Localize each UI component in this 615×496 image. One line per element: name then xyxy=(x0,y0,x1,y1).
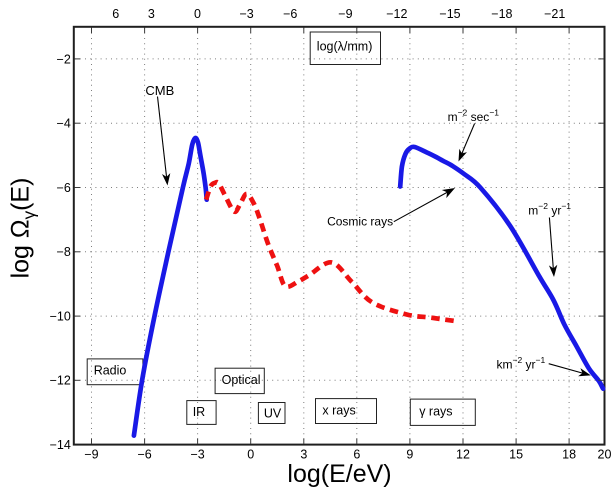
svg-text:−9: −9 xyxy=(338,7,352,21)
svg-text:−10: −10 xyxy=(50,310,71,324)
svg-text:9: 9 xyxy=(406,448,413,462)
svg-text:−4: −4 xyxy=(57,117,71,131)
svg-text:−3: −3 xyxy=(190,448,204,462)
svg-text:3: 3 xyxy=(148,7,155,21)
svg-text:3: 3 xyxy=(300,448,307,462)
svg-text:−12: −12 xyxy=(50,374,71,388)
svg-text:log(E/eV): log(E/eV) xyxy=(287,460,391,488)
svg-text:20: 20 xyxy=(598,448,612,462)
svg-text:6: 6 xyxy=(112,7,119,21)
svg-text:−6: −6 xyxy=(57,181,71,195)
svg-text:−12: −12 xyxy=(386,7,407,21)
svg-text:x rays: x rays xyxy=(322,404,355,418)
svg-text:−2: −2 xyxy=(57,52,71,66)
svg-text:−8: −8 xyxy=(57,245,71,259)
svg-text:0: 0 xyxy=(247,448,254,462)
svg-text:0: 0 xyxy=(194,7,201,21)
svg-text:γ rays: γ rays xyxy=(419,405,452,419)
svg-text:−18: −18 xyxy=(491,7,512,21)
svg-text:Optical: Optical xyxy=(222,373,261,387)
svg-text:CMB: CMB xyxy=(145,83,174,98)
svg-text:Cosmic rays: Cosmic rays xyxy=(327,215,393,229)
svg-text:12: 12 xyxy=(456,448,470,462)
svg-text:−15: −15 xyxy=(439,7,460,21)
svg-text:Radio: Radio xyxy=(94,364,127,378)
svg-text:log(λ/mm): log(λ/mm) xyxy=(317,40,373,54)
svg-text:−6: −6 xyxy=(283,7,297,21)
svg-text:−9: −9 xyxy=(84,448,98,462)
svg-text:−6: −6 xyxy=(137,448,151,462)
svg-text:−14: −14 xyxy=(50,438,71,452)
svg-text:IR: IR xyxy=(193,405,206,419)
svg-text:UV: UV xyxy=(264,407,282,421)
svg-text:18: 18 xyxy=(562,448,576,462)
svg-text:−21: −21 xyxy=(544,7,565,21)
svg-text:15: 15 xyxy=(509,448,523,462)
svg-text:−3: −3 xyxy=(239,7,253,21)
svg-text:6: 6 xyxy=(353,448,360,462)
svg-text:log Ωγ(E): log Ωγ(E) xyxy=(7,178,39,279)
svg-text:km−2 yr−1: km−2 yr−1 xyxy=(497,355,546,372)
